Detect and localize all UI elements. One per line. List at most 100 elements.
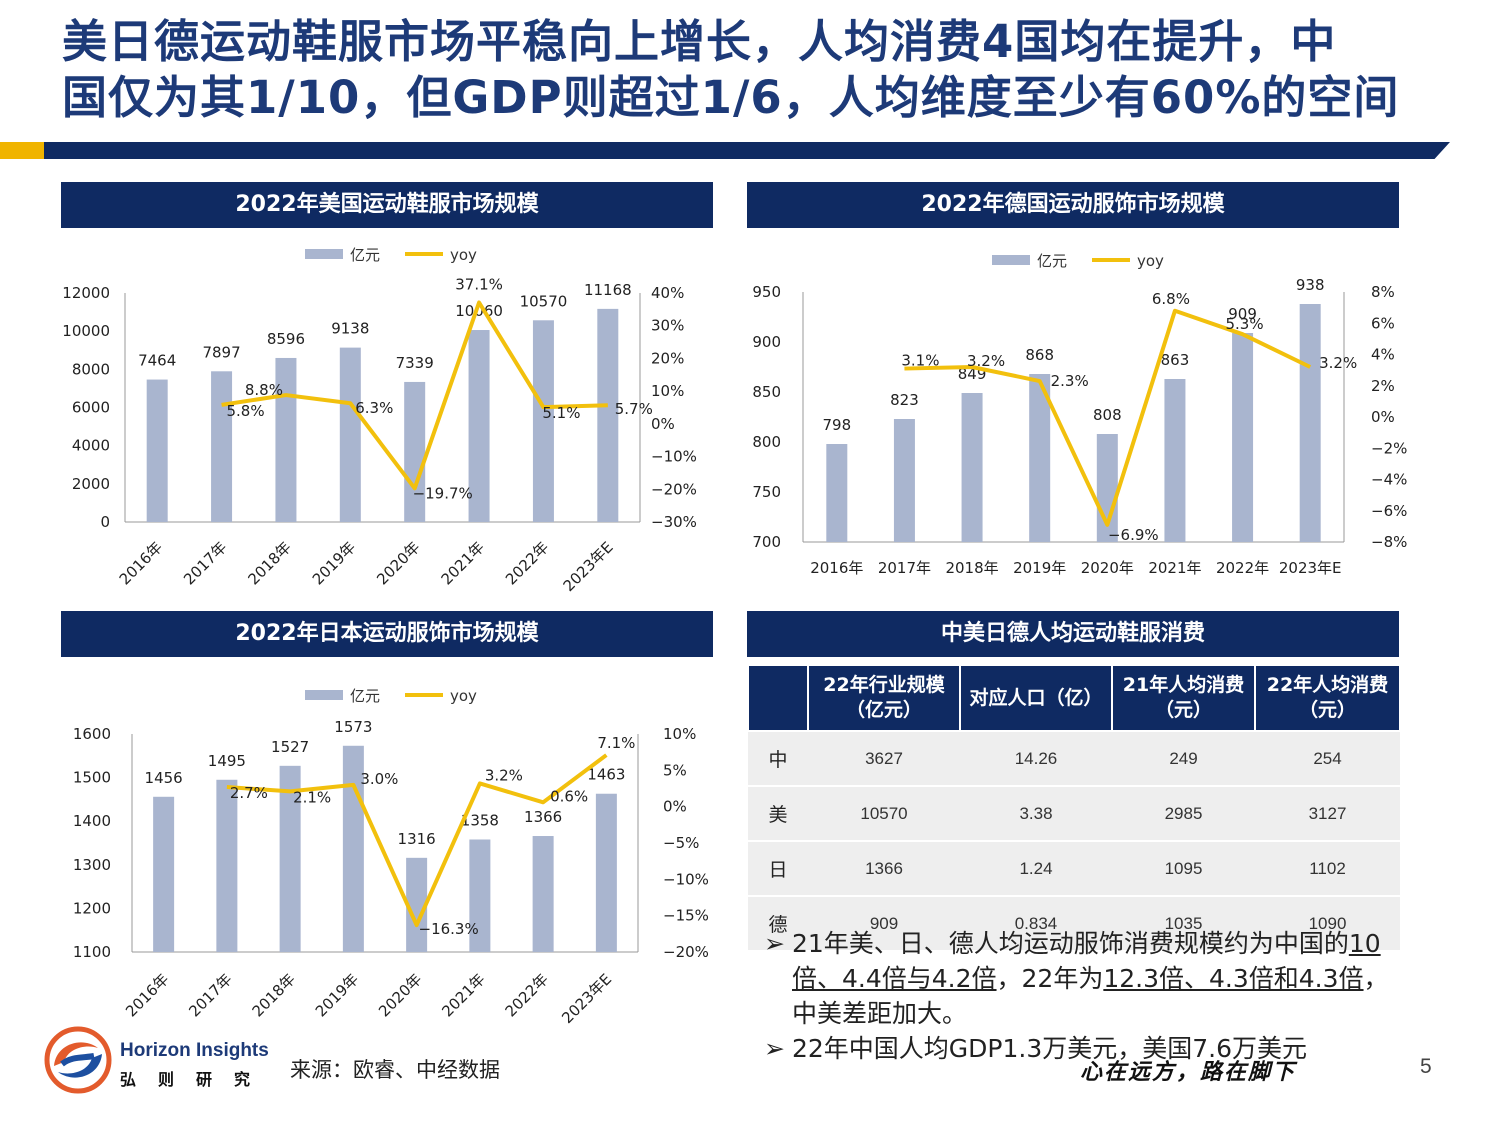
y-tick-label: 2000 [72,475,110,493]
table-header-cell: 对应人口（亿） [959,664,1113,732]
yoy-value-label: 0.6% [550,787,588,805]
panel-title-table: 中美日德人均运动鞋服消费 [747,611,1399,657]
y-tick-label: 0 [100,513,110,531]
bar-value-label: 1573 [334,718,372,736]
bar [211,371,233,522]
bar-value-label: 10060 [455,302,503,320]
y-tick-label: 750 [752,483,781,501]
y2-tick-label: 0% [663,798,687,816]
source-note: 来源：欧睿、中经数据 [290,1058,500,1082]
y2-tick-label: 10% [651,382,684,400]
panel-title-jp: 2022年日本运动服饰市场规模 [61,611,713,657]
y2-tick-label: −5% [663,834,699,852]
yoy-value-label: 5.8% [227,402,265,420]
note-highlight: 12.3倍、4.3倍和4.3倍 [1103,964,1364,993]
yoy-value-label: 7.1% [597,734,635,752]
note-text-part: ，中美差距加大。 [792,964,1389,1028]
bar-value-label: 9138 [331,320,369,338]
x-tick-label: 2019年 [1013,559,1066,577]
x-tick-label: 2018年 [945,559,998,577]
bar [532,320,554,522]
y-tick-label: 850 [752,383,781,401]
page-number: 5 [1420,1055,1432,1078]
x-tick-label: 2016年 [810,559,863,577]
y-tick-label: 1600 [73,725,111,743]
table-row-label: 德 [748,896,808,952]
y2-tick-label: −6% [1371,502,1407,520]
x-tick-label: 2023年E [558,970,615,1027]
bar-value-label: 7339 [396,354,434,372]
table-cell: 1102 [1255,841,1400,897]
legend-label: 亿元 [350,246,380,264]
legend-label: yoy [1137,252,1164,270]
note-text-part: 21年美、日、德人均运动服饰消费规模约为中国的 [792,929,1349,958]
yoy-value-label: −6.9% [1108,526,1159,544]
bar [595,793,617,952]
yoy-value-label: 5.3% [1226,315,1264,333]
note-highlight: 10倍、4.4倍与4.2倍 [792,929,1381,993]
yoy-value-label: 2.7% [230,784,268,802]
y2-tick-label: 0% [651,415,675,433]
y2-tick-label: −20% [651,480,697,498]
panel-title-us: 2022年美国运动鞋服市场规模 [61,182,713,228]
table-header-cell [747,664,809,732]
note-item: ➢ 21年美、日、德人均运动服饰消费规模约为中国的10倍、4.4倍与4.2倍，2… [764,926,1404,1031]
y2-tick-label: −8% [1371,533,1407,551]
y2-tick-label: 6% [1371,314,1395,332]
table-cell: 2985 [1112,786,1255,842]
yoy-value-label: −16.3% [419,920,479,938]
bar [275,357,297,522]
x-tick-label: 2023年E [1279,559,1342,577]
y-tick-label: 1200 [73,899,111,917]
bar-value-label: 938 [1296,276,1325,294]
table-row-label: 美 [748,786,808,842]
table-header-cell: 21年人均消费（元） [1111,664,1256,732]
yoy-value-label: 3.0% [360,770,398,788]
table-header-cell: 22年人均消费（元） [1254,664,1401,732]
bar-value-label: 868 [1025,346,1054,364]
bar-value-label: 11168 [584,281,632,299]
x-tick-label: 2021年 [1148,559,1201,577]
note-text-part: ，22年为 [996,964,1104,993]
slide-title: 美日德运动鞋服市场平稳向上增长，人均消费4国均在提升，中 国仅为其1/10，但G… [62,14,1482,126]
bar-value-label: 10570 [520,292,568,310]
yoy-value-label: 37.1% [455,275,503,293]
yoy-line [226,753,608,928]
y2-tick-label: −20% [663,943,709,961]
title-rule-accent [0,142,44,159]
bar [468,330,490,522]
x-tick-label: 2020年 [1081,559,1134,577]
table-row-label: 中 [748,731,808,787]
y2-tick-label: 5% [663,761,687,779]
bar-value-label: 909 [1228,305,1257,323]
note-text: 22年中国人均GDP1.3万美元，美国7.6万美元 [792,1034,1308,1063]
y-tick-label: 6000 [72,399,110,417]
y2-tick-label: 8% [1371,283,1395,301]
bar [339,347,361,522]
yoy-value-label: 3.1% [901,352,939,370]
table-cell: 1095 [1112,841,1255,897]
table-cell: 3127 [1255,786,1400,842]
yoy-value-label: 5.1% [542,404,580,422]
bar [1164,379,1186,542]
table-cell: 1.24 [960,841,1112,897]
legend-swatch-bar [305,249,343,259]
note-text: 21年美、日、德人均运动服饰消费规模约为中国的10倍、4.4倍与4.2倍，22年… [792,926,1404,1031]
yoy-value-label: 5.7% [615,400,653,418]
table-header-row: 22年行业规模（亿元） 对应人口（亿） 21年人均消费（元） 22年人均消费（元… [747,664,1401,732]
table-row-label: 日 [748,841,808,897]
logo-text-cn: 弘则研究 [120,1070,273,1089]
y2-tick-label: 0% [1371,408,1395,426]
y2-tick-label: −2% [1371,439,1407,457]
yoy-value-label: −19.7% [413,484,473,502]
bar-value-label: 7464 [138,352,176,370]
table-cell: 909 [808,896,960,952]
x-tick-label: 2017年 [878,559,931,577]
bar [532,836,554,952]
y-tick-label: 12000 [62,284,110,302]
table-header-cell: 22年行业规模（亿元） [807,664,961,732]
table-cell: 1035 [1112,896,1255,952]
